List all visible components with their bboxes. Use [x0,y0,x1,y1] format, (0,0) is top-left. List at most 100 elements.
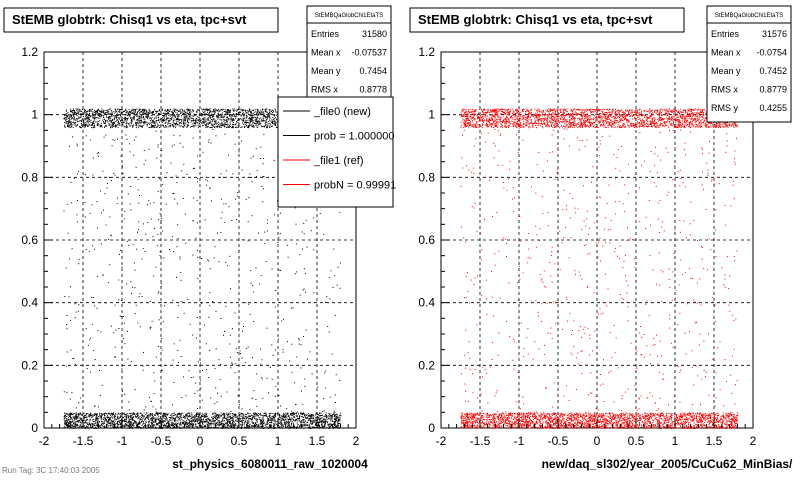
data-point [104,120,106,121]
data-point [125,114,127,116]
data-point [285,412,287,414]
data-point [183,118,185,120]
data-point [168,114,170,116]
data-point [120,111,122,113]
data-point [159,419,160,421]
data-point [208,420,210,421]
data-point [115,111,117,113]
data-point [282,424,284,426]
data-point [211,121,213,122]
data-point [110,126,112,127]
data-point [132,109,134,111]
data-point [153,112,154,114]
data-point [171,114,173,116]
data-point [88,117,90,119]
data-point [228,419,230,420]
data-point [134,112,136,114]
data-point [185,119,187,121]
data-point [196,427,198,429]
data-point [129,112,131,114]
data-point [75,412,77,414]
data-point [252,122,253,124]
data-point [202,419,204,421]
data-point [210,120,212,122]
data-point [249,424,251,426]
data-point [112,123,114,125]
data-point [91,427,93,428]
data-point [209,108,211,110]
data-point [125,126,127,128]
data-point [87,124,89,126]
data-point [226,127,228,128]
data-point [87,111,88,113]
data-point [201,125,203,127]
data-point [79,126,81,128]
data-point [267,112,269,114]
data-point [111,114,113,116]
data-point [72,425,74,427]
data-point [208,120,210,122]
data-point [80,115,82,117]
data-point [132,425,134,427]
data-point [323,420,325,422]
data-point [241,413,243,415]
data-point [221,423,222,425]
data-point [135,123,137,124]
data-point [88,416,90,418]
data-point [165,111,167,112]
data-point [72,424,74,426]
data-point [272,112,274,113]
data-point [198,422,200,423]
data-point [263,126,265,128]
data-point [205,109,207,111]
data-point [276,413,278,415]
data-point [264,427,266,428]
data-point [102,422,104,424]
data-point [183,121,185,123]
data-point [93,419,95,421]
data-point [63,118,65,120]
data-point [307,419,309,421]
data-point [339,417,341,419]
data-point [278,422,280,424]
data-point [283,414,285,416]
data-point [120,116,122,118]
data-point [111,414,113,416]
data-point [336,415,337,417]
data-point [143,108,145,110]
data-point [124,424,126,426]
data-point [98,108,99,110]
data-point [164,123,166,124]
data-point [93,424,95,426]
data-point [195,423,197,425]
data-point [172,415,174,417]
data-point [134,421,136,423]
data-point [94,124,95,126]
data-point [154,421,156,423]
data-point [213,111,215,113]
data-point [255,415,257,417]
data-point [132,418,134,420]
data-point [146,427,148,429]
data-point [93,109,95,111]
data-point [120,115,122,117]
data-point [204,121,206,123]
data-point [139,118,141,120]
data-point [164,122,166,124]
data-point [238,118,240,120]
data-point [171,114,173,116]
data-point [151,111,153,113]
data-point [193,416,195,418]
data-point [265,109,267,111]
data-point [125,119,127,121]
data-point [120,416,122,418]
data-point [137,412,139,414]
data-point [81,127,83,128]
data-point [288,414,290,416]
data-point [100,417,102,418]
data-point [103,113,105,115]
data-point [303,425,305,427]
data-point [157,123,159,125]
data-point [139,419,141,421]
data-point [125,414,127,416]
